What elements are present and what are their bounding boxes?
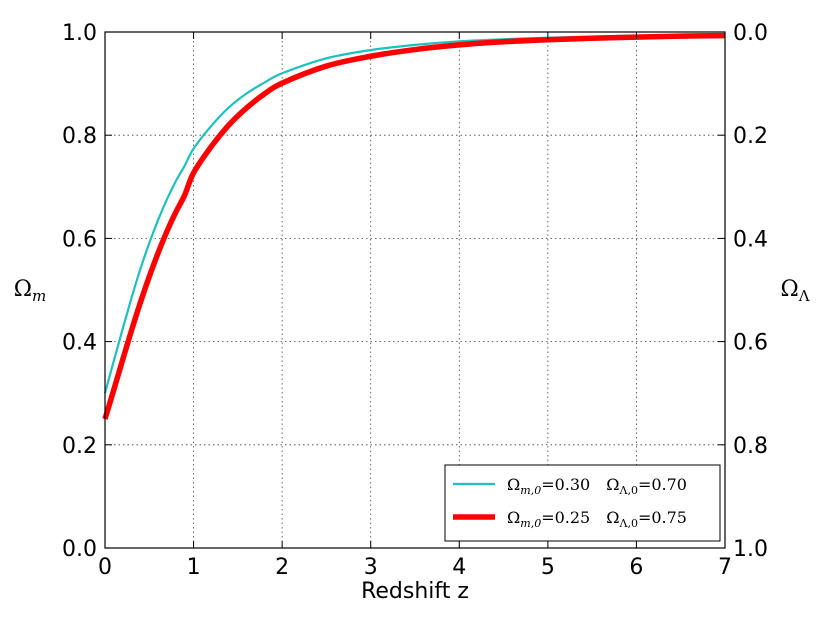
y-tick-label-left: 0.2 — [62, 434, 97, 459]
legend-0-m-value: =0.30 — [541, 475, 590, 494]
y-axis-label-left-sub: m — [32, 287, 46, 305]
y-tick-label-right: 0.0 — [733, 21, 768, 46]
x-axis-label: Redshift z — [361, 579, 469, 604]
y-axis-label-right-sub: Λ — [798, 287, 810, 305]
legend-1-m-sub: m,0 — [520, 517, 541, 530]
ticks-layer: 0 1 2 3 4 5 6 7 0.0 0.2 0.4 0.6 0.8 1.0 1.0 0.8 0.6 0.4 0.… — [62, 21, 768, 580]
y-axis-label-left: Ωm — [14, 277, 46, 305]
legend-1-m-symbol: Ω — [507, 508, 520, 527]
y-tick-label-left: 0.0 — [62, 537, 97, 562]
legend-0-m-symbol: Ω — [507, 475, 520, 494]
x-tick-label: 3 — [364, 555, 378, 580]
legend: Ωm,0=0.30 ΩΛ,0=0.70 Ωm,0=0.25 ΩΛ,0=0.75 — [444, 464, 721, 542]
y-tick-label-right: 0.2 — [733, 124, 768, 149]
y-axis-label-right-symbol: Ω — [780, 277, 798, 302]
y-tick-label-right: 0.4 — [733, 227, 768, 252]
legend-entry-series-1: Ωm,0=0.25 ΩΛ,0=0.75 — [507, 508, 687, 530]
y-axis-label-left-symbol: Ω — [14, 277, 32, 302]
y-axis-label-right: ΩΛ — [780, 277, 809, 305]
series-layer — [102, 32, 726, 420]
series-line-0 — [103, 33, 726, 394]
legend-0-l-symbol: Ω — [606, 475, 619, 494]
y-tick-label-right: 0.6 — [733, 331, 768, 356]
legend-1-l-sub: Λ,0 — [619, 517, 638, 530]
x-tick-label: 0 — [98, 555, 112, 580]
x-tick-label: 2 — [275, 555, 289, 580]
x-tick-label: 7 — [718, 555, 732, 580]
legend-box — [444, 464, 721, 542]
y-tick-label-left: 0.6 — [62, 227, 97, 252]
legend-entry-series-0: Ωm,0=0.30 ΩΛ,0=0.70 — [507, 475, 687, 497]
x-tick-label: 1 — [187, 555, 201, 580]
legend-0-l-value: =0.70 — [638, 475, 687, 494]
legend-0-m-sub: m,0 — [520, 484, 541, 497]
x-tick-label: 4 — [452, 555, 466, 580]
y-tick-label-left: 1.0 — [62, 21, 97, 46]
legend-1-l-symbol: Ω — [606, 508, 619, 527]
legend-1-m-value: =0.25 — [541, 508, 590, 527]
y-tick-label-left: 0.4 — [62, 331, 97, 356]
series-line-1 — [102, 32, 726, 420]
plot-frame — [104, 31, 726, 549]
legend-1-l-value: =0.75 — [638, 508, 687, 527]
x-tick-label: 5 — [541, 555, 555, 580]
y-tick-label-right: 1.0 — [733, 537, 768, 562]
y-tick-label-right: 0.8 — [733, 434, 768, 459]
legend-0-l-sub: Λ,0 — [619, 484, 638, 497]
grid-lines — [105, 32, 725, 548]
y-tick-label-left: 0.8 — [62, 124, 97, 149]
x-tick-label: 6 — [629, 555, 643, 580]
